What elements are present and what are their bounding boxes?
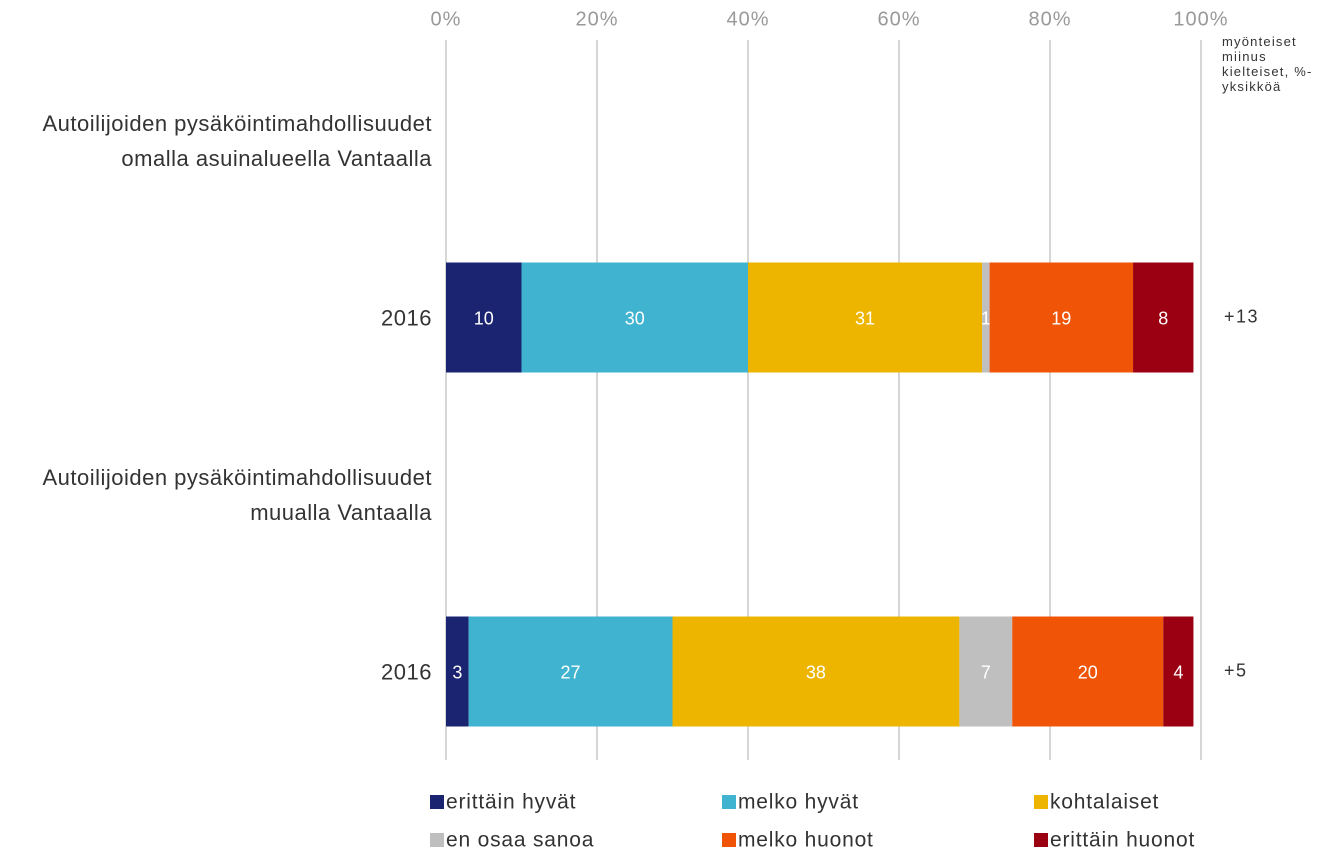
- bar-segment: [521, 262, 748, 373]
- category-label: 2016: [381, 659, 432, 684]
- data-label: 38: [806, 662, 826, 682]
- x-tick-label: 60%: [877, 8, 920, 30]
- bar-segment: [672, 616, 960, 727]
- legend-label: erittäin hyvät: [446, 791, 576, 814]
- category-label: Autoilijoiden pysäköintimahdollisuudet m…: [42, 464, 432, 525]
- legend-swatch: [1034, 795, 1048, 809]
- data-label: 27: [561, 662, 581, 682]
- net-title: myönteiset miinus kielteiset, %-yksikköä: [1222, 34, 1313, 94]
- x-tick-label: 20%: [575, 8, 618, 30]
- bar-segment: [989, 262, 1134, 373]
- category-label: Autoilijoiden pysäköintimahdollisuudet o…: [42, 110, 432, 171]
- bar-segment: [446, 616, 469, 727]
- legend-label: melko hyvät: [738, 791, 859, 814]
- legend-swatch: [430, 833, 444, 847]
- x-tick-label: 0%: [431, 8, 462, 30]
- bar-segment: [1133, 262, 1194, 373]
- data-label: 1: [981, 308, 991, 328]
- data-label: 4: [1173, 662, 1183, 682]
- bar-segment: [982, 262, 990, 373]
- data-label: 8: [1158, 308, 1168, 328]
- data-label: 7: [981, 662, 991, 682]
- bar-segment: [468, 616, 673, 727]
- bar-segment: [1163, 616, 1194, 727]
- data-label: 19: [1051, 308, 1071, 328]
- x-tick-label: 100%: [1173, 8, 1228, 30]
- bar-segment: [446, 262, 522, 373]
- bar-segment: [959, 616, 1013, 727]
- legend-swatch: [722, 833, 736, 847]
- x-tick-label: 80%: [1028, 8, 1071, 30]
- net-label: +13: [1224, 306, 1259, 326]
- data-label: 30: [625, 308, 645, 328]
- data-label: 3: [452, 662, 462, 682]
- legend-label: kohtalaiset: [1050, 791, 1159, 814]
- data-label: 20: [1078, 662, 1098, 682]
- legend-swatch: [430, 795, 444, 809]
- legend-label: erittäin huonot: [1050, 829, 1195, 852]
- x-tick-label: 40%: [726, 8, 769, 30]
- legend-label: melko huonot: [738, 829, 874, 852]
- category-label: 2016: [381, 305, 432, 330]
- legend-label: en osaa sanoa: [446, 829, 594, 852]
- data-label: 31: [855, 308, 875, 328]
- legend-swatch: [722, 795, 736, 809]
- bar-segment: [748, 262, 983, 373]
- data-label: 10: [474, 308, 494, 328]
- bar-segment: [1012, 616, 1164, 727]
- net-label: +5: [1224, 660, 1248, 680]
- legend-swatch: [1034, 833, 1048, 847]
